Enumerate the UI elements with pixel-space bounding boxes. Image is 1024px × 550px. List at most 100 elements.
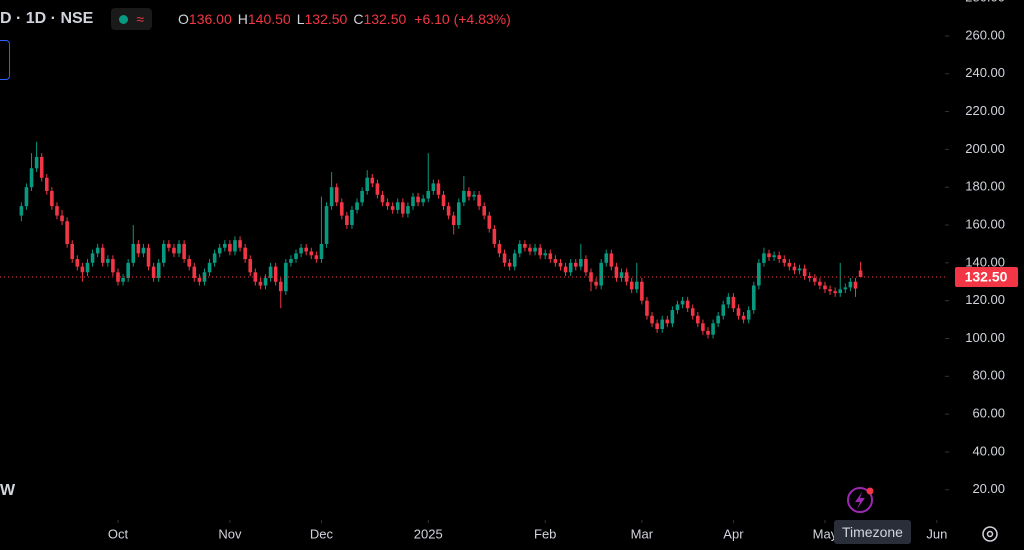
ohlc-value: 140.50 [247, 11, 291, 27]
y-tick-label: 60.00 [972, 406, 1005, 421]
x-tick-label: Mar [631, 526, 654, 541]
candle-body [792, 266, 797, 271]
ohlc-key: C [353, 11, 364, 27]
candle-body [95, 247, 100, 254]
candle-body [85, 262, 90, 273]
candle-body [543, 253, 548, 256]
candle-body [634, 281, 639, 290]
candle-body [502, 253, 507, 263]
candle-body [706, 330, 710, 335]
candle-body [833, 291, 837, 294]
candle-body [390, 206, 395, 210]
candle-body [624, 272, 629, 282]
y-tick-label: 40.00 [972, 443, 1005, 458]
alert-icon[interactable] [847, 487, 874, 513]
y-tick-label: 160.00 [965, 216, 1005, 231]
candle-body [217, 247, 222, 254]
y-tick-label: 280.00 [965, 0, 1005, 5]
candle-body [512, 253, 517, 267]
candle-body [563, 266, 568, 273]
candle-body [146, 247, 151, 267]
candle-body [477, 194, 481, 207]
candle-body [528, 247, 532, 252]
candle-body [421, 198, 425, 203]
candle-body [467, 190, 471, 197]
candle-body [324, 206, 329, 244]
side-toggle[interactable] [0, 40, 10, 80]
y-tick-label: 200.00 [965, 141, 1005, 156]
change: +6.10 (+4.83%) [414, 11, 511, 27]
candle-body [141, 247, 146, 254]
candle-body [670, 310, 675, 324]
candle-body [456, 202, 461, 226]
candle-body [370, 177, 375, 184]
candle-body [838, 289, 843, 294]
candle-body [431, 183, 436, 191]
x-tick-label: Jun [926, 526, 947, 541]
candle-body [680, 300, 685, 305]
candle-body [767, 253, 771, 258]
candle-body [177, 243, 181, 254]
candle-body [243, 247, 247, 260]
candle-body [355, 202, 359, 210]
timezone-settings-icon[interactable] [982, 526, 998, 542]
candle-body [787, 262, 792, 267]
candle-body [401, 202, 405, 214]
candle-body [807, 276, 812, 278]
candle-body [523, 243, 527, 248]
y-tick-label: 80.00 [972, 368, 1005, 383]
candle-body [223, 243, 227, 248]
candle-body [60, 215, 64, 222]
candle-body [395, 202, 400, 210]
candle-body [70, 243, 75, 260]
candle-body [589, 272, 593, 282]
candle-body [736, 308, 741, 316]
candle-body [192, 266, 197, 278]
candle-body [558, 262, 563, 267]
y-tick-label: 220.00 [965, 103, 1005, 118]
candle-body [858, 270, 863, 278]
candle-body [782, 259, 787, 263]
x-tick-label: Oct [108, 526, 129, 541]
candle-body [812, 277, 817, 282]
candle-body [365, 177, 370, 191]
candle-body [334, 187, 339, 203]
y-tick-label: 20.00 [972, 481, 1005, 496]
y-tick-label: 120.00 [965, 292, 1005, 307]
candle-body [375, 183, 380, 195]
candle-body [726, 296, 731, 305]
ohlc-key: L [296, 11, 305, 27]
candle-body [131, 243, 136, 263]
candle-body [640, 281, 644, 301]
candle-body [604, 253, 609, 263]
candle-body [156, 262, 161, 278]
candle-body [690, 308, 695, 316]
y-tick-label: 240.00 [965, 65, 1005, 80]
candle-body [329, 187, 334, 207]
status-icons[interactable]: ≈ [111, 8, 153, 30]
candle-body [136, 243, 141, 254]
candle-body [111, 259, 115, 273]
candle-body [762, 253, 766, 263]
market-open-dot [119, 14, 129, 24]
candle-body [416, 196, 420, 203]
candle-body [538, 247, 542, 256]
candle-body [197, 277, 202, 282]
candle-body [777, 255, 781, 260]
candle-body [172, 247, 176, 254]
candle-body [685, 300, 690, 309]
candle-body [533, 247, 537, 252]
candle-body [568, 262, 573, 273]
candle-body [284, 262, 288, 292]
candle-body [207, 262, 212, 273]
candle-body [106, 259, 110, 263]
x-tick-label: Apr [723, 526, 744, 541]
candle-body [441, 194, 446, 207]
candle-body [721, 304, 726, 316]
candle-body [853, 281, 858, 289]
candle-body [299, 247, 303, 254]
candle-body [268, 266, 273, 278]
candle-body [573, 262, 578, 267]
